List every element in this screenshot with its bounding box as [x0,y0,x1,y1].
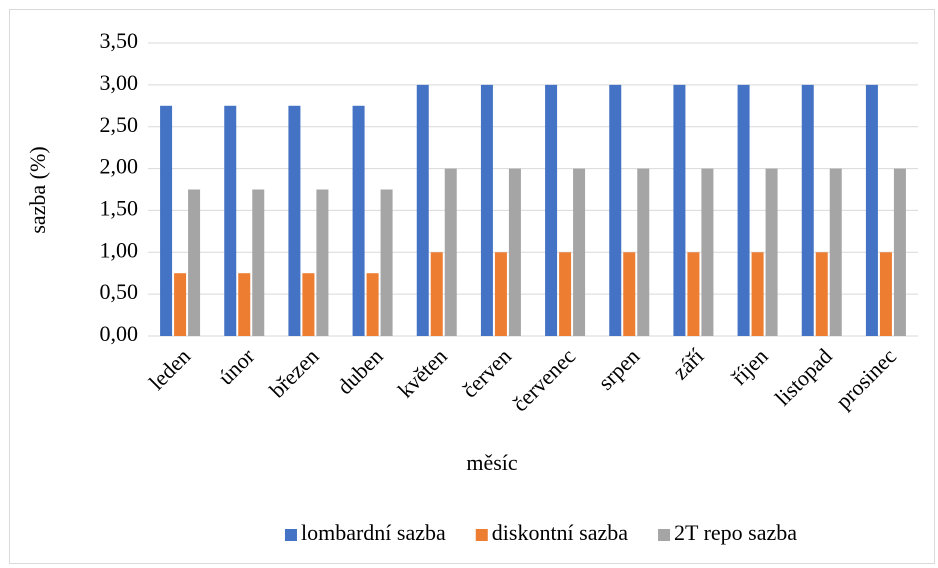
bar [480,84,493,336]
bar [238,273,251,336]
legend-swatch [284,529,297,541]
y-axis-label: sazba (%) [25,146,50,233]
bar [865,84,878,336]
bar [701,168,714,336]
bar [160,105,173,337]
bar [366,273,379,336]
legend-swatch [658,529,671,541]
y-tick-label: 3,00 [100,70,139,95]
bar [545,84,558,336]
bar [508,168,521,336]
y-tick-label: 1,00 [100,237,139,262]
bar [416,84,429,336]
legend-label: 2T repo sazba [674,520,797,545]
bar [893,168,906,336]
y-tick-label: 3,50 [100,28,139,53]
y-tick-label: 0,50 [100,279,139,304]
bar [188,189,201,336]
bar [430,252,443,336]
bar [174,273,187,336]
bar [673,84,686,336]
bar [737,84,750,336]
y-tick-label: 2,00 [100,154,139,179]
bar [623,252,636,336]
x-axis-label: měsíc [466,450,518,475]
legend-swatch [475,529,488,541]
bar [637,168,650,336]
bar [288,105,301,337]
bar [252,189,265,336]
y-tick-label: 1,50 [100,195,139,220]
bar [224,105,237,337]
bar [815,252,828,336]
chart-border [9,9,935,564]
bar [751,252,764,336]
bar [879,252,892,336]
bar [573,168,586,336]
bar [352,105,365,337]
y-tick-label: 2,50 [100,112,139,137]
bar [801,84,814,336]
bar [765,168,778,336]
bar [380,189,393,336]
bar [687,252,700,336]
bar [302,273,315,336]
legend-label: diskontní sazba [492,520,628,545]
bar [316,189,329,336]
bar [559,252,572,336]
bar [609,84,622,336]
y-tick-label: 0,00 [100,321,139,346]
bar [494,252,507,336]
bar [829,168,842,336]
legend-label: lombardní sazba [301,520,446,545]
bar [444,168,457,336]
